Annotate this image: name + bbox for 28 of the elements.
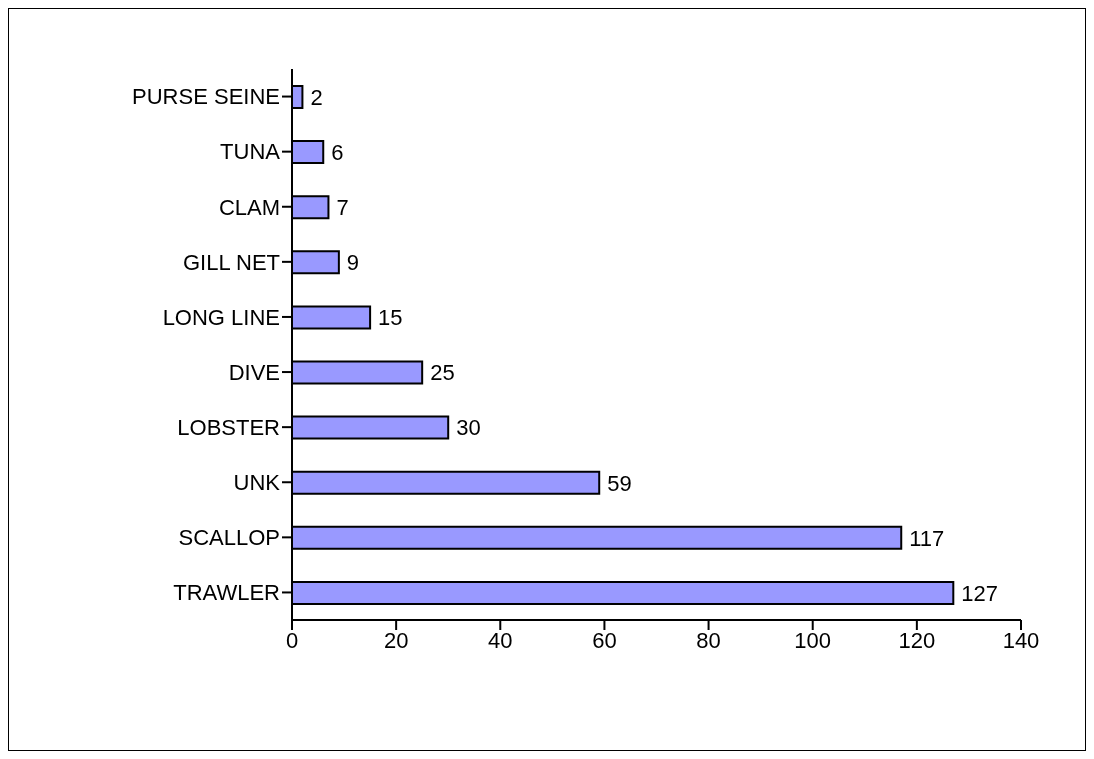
y-tick-label: UNK — [233, 470, 281, 496]
y-tick-label: TRAWLER — [173, 580, 280, 606]
data-label: 9 — [346, 250, 360, 276]
data-label: 117 — [909, 525, 945, 551]
x-tick-label: 100 — [794, 627, 832, 653]
data-label: 127 — [961, 580, 999, 606]
y-tick-label: TUNA — [220, 139, 281, 165]
data-label: 15 — [378, 305, 403, 331]
x-tick-label: 20 — [383, 627, 409, 653]
data-label: 2 — [310, 84, 323, 110]
y-tick-label: LONG LINE — [162, 304, 280, 330]
y-tick-label: SCALLOP — [178, 525, 280, 551]
y-tick-label: LOBSTER — [177, 414, 280, 440]
y-tick-label: PURSE SEINE — [132, 84, 280, 110]
y-tick-label: GILL NET — [183, 249, 280, 275]
x-tick-label: 60 — [592, 627, 617, 653]
x-tick-label: 80 — [696, 627, 721, 653]
y-tick-label: DIVE — [228, 359, 280, 385]
data-label: 6 — [331, 139, 344, 165]
data-label: 7 — [336, 195, 349, 221]
data-label: 25 — [430, 360, 455, 386]
x-tick-label: 40 — [488, 627, 513, 653]
data-label: 59 — [607, 470, 632, 496]
x-tick-label: 120 — [898, 627, 936, 653]
y-tick-label: CLAM — [218, 194, 280, 220]
x-tick-label: 0 — [285, 627, 299, 653]
x-tick-label: 140 — [1002, 627, 1040, 653]
data-label: 30 — [456, 415, 481, 441]
